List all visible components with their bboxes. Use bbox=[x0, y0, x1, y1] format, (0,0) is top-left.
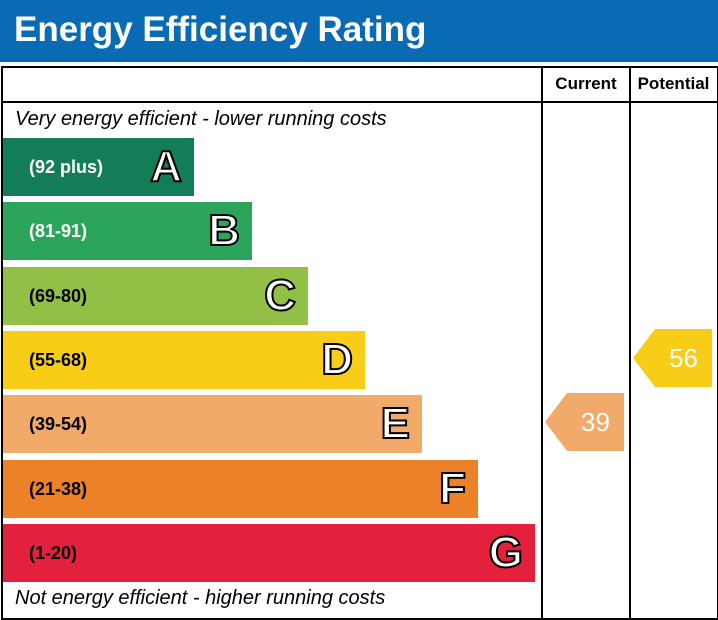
band-e: (39-54) E bbox=[3, 395, 422, 453]
potential-pointer-arrow bbox=[633, 329, 712, 387]
band-range-label: (21-38) bbox=[29, 479, 88, 499]
band-range-label: (81-91) bbox=[29, 221, 88, 241]
page-title: Energy Efficiency Rating bbox=[14, 10, 427, 49]
bottom-note: Not energy efficient - higher running co… bbox=[15, 587, 386, 609]
band-letter: B bbox=[207, 205, 241, 256]
band-letter: F bbox=[438, 463, 467, 514]
potential-pointer-shape bbox=[633, 329, 712, 387]
current-rating-value: 39 bbox=[581, 407, 610, 437]
band-f: (21-38) F bbox=[3, 460, 478, 518]
band-letter: G bbox=[488, 527, 524, 578]
current-column-header: Current bbox=[555, 74, 617, 93]
band-range-label: (69-80) bbox=[29, 286, 88, 306]
potential-column-header: Potential bbox=[637, 74, 710, 93]
band-letter: E bbox=[380, 398, 411, 449]
band-range-label: (55-68) bbox=[29, 350, 88, 370]
current-column-divider bbox=[541, 66, 543, 619]
band-range-label: (1-20) bbox=[29, 543, 78, 563]
band-letter: C bbox=[263, 270, 297, 321]
potential-rating-pointer: 56 bbox=[633, 329, 712, 387]
potential-column-divider bbox=[629, 66, 631, 619]
header-bar: Energy Efficiency Rating bbox=[0, 0, 718, 62]
band-range-label: (92 plus) bbox=[29, 157, 104, 177]
current-rating-pointer: 39 bbox=[545, 393, 624, 451]
band-letter: A bbox=[149, 141, 183, 192]
header-divider bbox=[1, 101, 717, 103]
band-g: (1-20) G bbox=[3, 524, 535, 582]
band-range-label: (39-54) bbox=[29, 414, 88, 434]
band-c: (69-80) C bbox=[3, 267, 308, 325]
potential-rating-value: 56 bbox=[669, 343, 698, 373]
current-pointer-arrow bbox=[545, 393, 624, 451]
band-a: (92 plus) A bbox=[3, 138, 194, 196]
band-b: (81-91) B bbox=[3, 202, 252, 260]
band-d: (55-68) D bbox=[3, 331, 365, 389]
top-note: Very energy efficient - lower running co… bbox=[15, 108, 387, 130]
current-pointer-shape bbox=[545, 393, 624, 451]
band-letter: D bbox=[320, 334, 354, 385]
